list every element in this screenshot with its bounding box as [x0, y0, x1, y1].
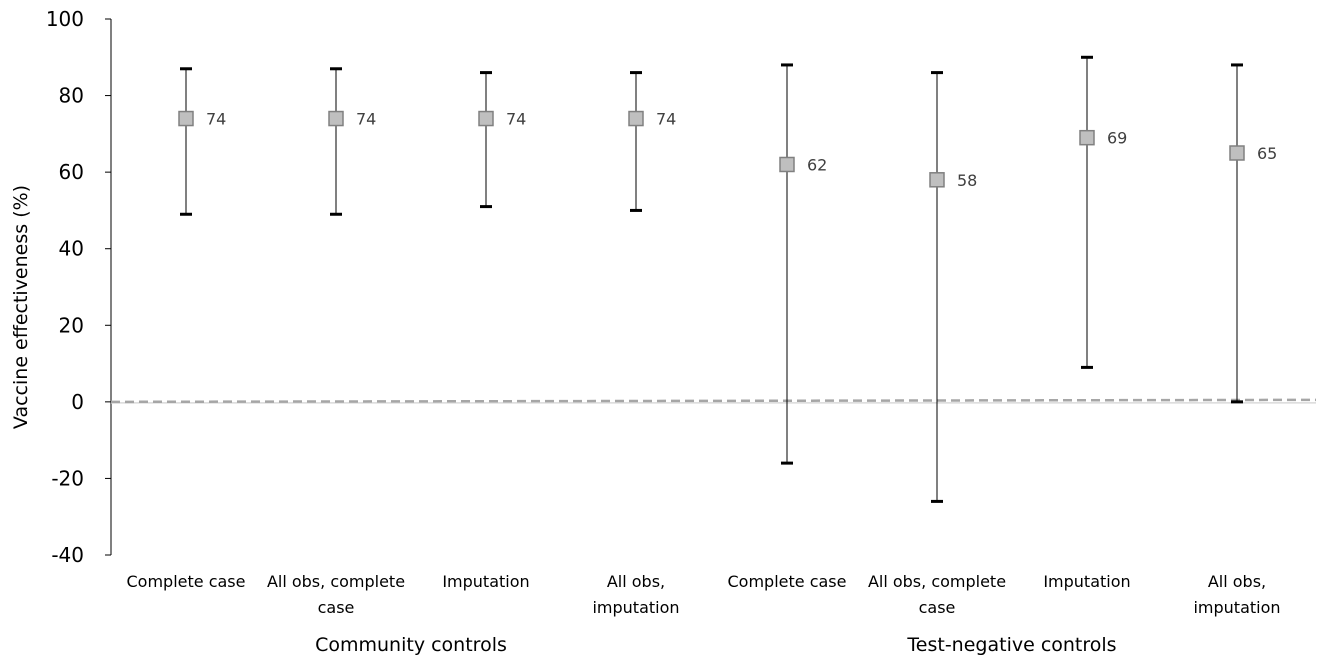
y-tick-label: 40: [59, 237, 84, 261]
estimate-marker: [930, 173, 944, 187]
y-tick-label: -40: [51, 543, 84, 567]
group-label: Test-negative controls: [906, 634, 1116, 656]
category-label: Complete case: [127, 572, 246, 591]
data-label: 74: [506, 110, 526, 129]
category-label: All obs,: [607, 572, 665, 591]
category-label: imputation: [592, 598, 679, 617]
category-label: Imputation: [1043, 572, 1130, 591]
data-label: 74: [656, 110, 676, 129]
estimate-marker: [629, 112, 643, 126]
data-label: 69: [1107, 129, 1127, 148]
data-label: 62: [807, 155, 827, 174]
y-tick-label: 100: [46, 7, 84, 31]
estimate-marker: [479, 112, 493, 126]
estimate-marker: [780, 157, 794, 171]
data-label: 74: [356, 110, 376, 129]
estimate-marker: [1230, 146, 1244, 160]
estimate-marker: [1080, 131, 1094, 145]
y-tick-label: 80: [59, 84, 84, 108]
data-label: 74: [206, 110, 226, 129]
reference-line-zero: [111, 400, 1316, 402]
y-tick-label: 0: [71, 390, 84, 414]
y-tick-label: -20: [51, 466, 84, 490]
group-label: Community controls: [315, 634, 507, 656]
category-label: case: [318, 598, 355, 617]
category-label: case: [919, 598, 956, 617]
category-label: All obs, complete: [267, 572, 405, 591]
y-axis-title: Vaccine effectiveness (%): [10, 185, 32, 429]
y-tick-label: 20: [59, 313, 84, 337]
category-label: All obs,: [1208, 572, 1266, 591]
data-label: 58: [957, 171, 977, 190]
category-label: Complete case: [728, 572, 847, 591]
data-label: 65: [1257, 144, 1277, 163]
estimate-marker: [179, 112, 193, 126]
y-tick-label: 60: [59, 160, 84, 184]
category-label: Imputation: [442, 572, 529, 591]
estimate-marker: [329, 112, 343, 126]
category-label: All obs, complete: [868, 572, 1006, 591]
category-label: imputation: [1193, 598, 1280, 617]
